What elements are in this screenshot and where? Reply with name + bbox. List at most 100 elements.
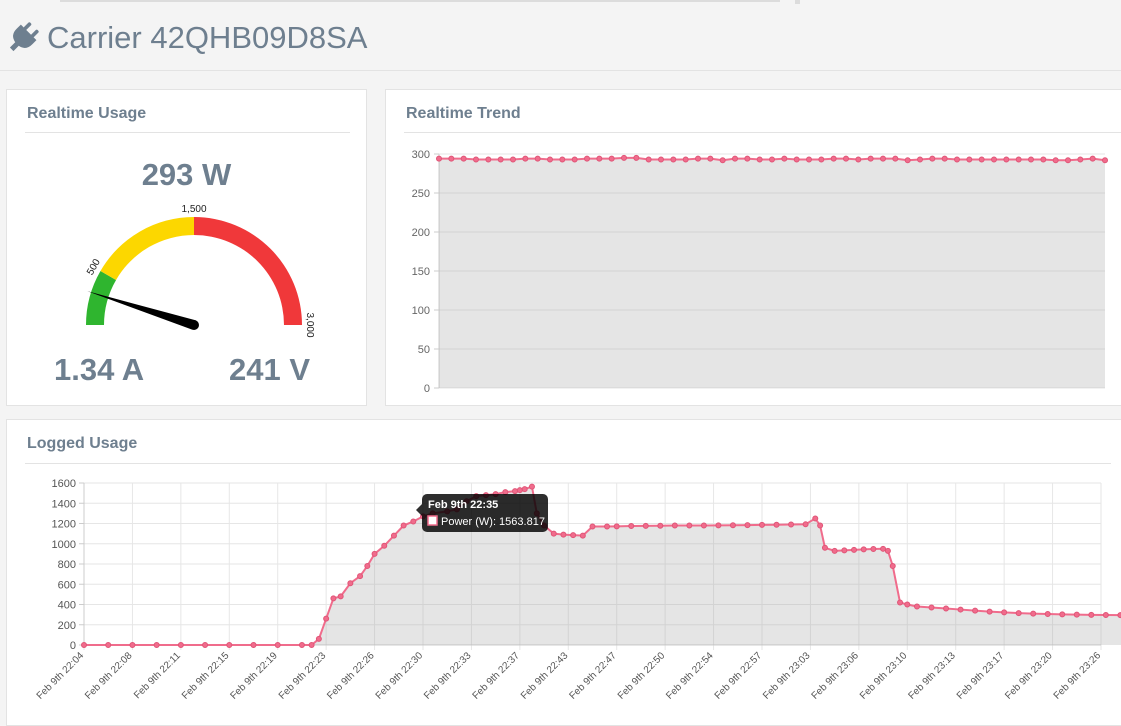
y-tick-label: 250: [412, 188, 430, 200]
data-point: [522, 155, 529, 162]
x-tick-label: Feb 9th 23:06: [810, 650, 862, 702]
data-point: [671, 522, 678, 529]
data-point: [226, 642, 233, 648]
x-tick-label: Feb 9th 22:04: [35, 650, 87, 702]
data-point: [966, 156, 973, 163]
data-point: [773, 521, 780, 528]
data-point: [831, 547, 838, 554]
data-point: [880, 155, 886, 162]
data-point: [315, 635, 322, 642]
y-tick-label: 300: [412, 149, 430, 161]
data-point: [855, 156, 862, 163]
tooltip-title: Feb 9th 22:35: [428, 499, 498, 511]
y-tick-label: 1400: [52, 498, 76, 510]
data-point: [802, 521, 809, 528]
data-point: [818, 156, 825, 163]
data-point: [400, 522, 407, 529]
x-tick-label: Feb 9th 23:13: [906, 650, 958, 702]
x-tick-label: Feb 9th 22:08: [83, 650, 135, 702]
data-point: [880, 545, 887, 552]
panel-divider: [25, 463, 1111, 464]
data-point: [904, 157, 911, 164]
y-tick-label: 800: [58, 559, 76, 571]
x-tick-label: Feb 9th 23:26: [1052, 650, 1104, 702]
data-point: [1117, 612, 1121, 619]
y-tick-label: 200: [412, 227, 430, 239]
data-point: [308, 642, 315, 648]
y-tick-label: 50: [418, 344, 430, 356]
tooltip-label: Power (W): 1563.817: [441, 516, 545, 528]
data-point: [1030, 610, 1037, 617]
x-tick-label: Feb 9th 22:57: [713, 650, 765, 702]
x-tick-label: Feb 9th 22:47: [567, 650, 619, 702]
gauge-zone-0: [86, 271, 117, 325]
voltage-reading: 241 V: [229, 352, 311, 387]
series-line: [84, 485, 1121, 646]
data-point: [769, 156, 775, 163]
current-reading: 1.34 A: [54, 352, 145, 387]
data-point: [460, 155, 467, 162]
data-point: [729, 522, 736, 529]
tooltip-box: [422, 494, 548, 532]
realtime-trend-panel: Realtime Trend 300 250 200 150 100 50 0: [385, 89, 1121, 406]
data-point: [781, 155, 788, 162]
data-point: [604, 523, 611, 530]
y-tick-label: 1600: [52, 478, 76, 490]
data-point: [843, 155, 849, 162]
data-point: [897, 599, 904, 606]
data-point: [986, 608, 993, 615]
x-tick-label: Feb 9th 23:20: [1003, 650, 1055, 702]
browser-top-strip: [0, 0, 1121, 4]
data-point: [682, 156, 689, 163]
x-tick-label: Feb 9th 22:37: [471, 650, 523, 702]
data-point: [954, 156, 960, 163]
data-point: [756, 156, 763, 163]
x-tick-label: Feb 9th 22:11: [132, 650, 183, 701]
data-point: [943, 605, 950, 612]
data-point: [337, 593, 344, 600]
data-point: [793, 156, 800, 163]
data-point: [521, 486, 528, 493]
data-point: [330, 595, 337, 602]
y-tick-label: 1200: [52, 519, 76, 531]
realtime-trend-chart: 300 250 200 150 100 50 0: [412, 149, 1108, 395]
data-point: [788, 521, 795, 528]
data-point: [904, 601, 911, 608]
data-point: [1003, 156, 1010, 163]
data-point: [534, 155, 541, 162]
data-point: [1073, 611, 1080, 618]
data-point: [913, 603, 920, 610]
x-tick-label: Feb 9th 22:30: [374, 650, 426, 702]
x-tick-label: Feb 9th 22:26: [325, 650, 377, 702]
data-point: [1001, 609, 1008, 616]
data-point: [596, 155, 603, 162]
data-point: [851, 546, 858, 553]
data-point: [1044, 611, 1051, 618]
y-tick-label: 0: [424, 383, 430, 395]
y-tick-label: 200: [58, 620, 76, 632]
y-tick-label: 0: [70, 640, 76, 652]
data-point: [972, 607, 979, 614]
data-point: [830, 155, 837, 162]
data-point: [658, 156, 664, 163]
data-point: [485, 156, 492, 163]
data-point: [889, 563, 896, 570]
tooltip-caret: [416, 504, 422, 516]
chart-tooltip: Feb 9th 22:35 Power (W): 1563.817: [416, 494, 548, 532]
data-point: [686, 522, 693, 529]
data-point: [978, 156, 985, 163]
data-point: [560, 531, 567, 538]
data-point: [1015, 156, 1022, 163]
x-tick-label: Feb 9th 22:50: [616, 650, 668, 702]
realtime-trend-title: Realtime Trend: [406, 105, 521, 122]
data-point: [812, 515, 819, 522]
data-point: [817, 522, 824, 529]
data-point: [323, 615, 330, 622]
data-point: [410, 518, 417, 525]
y-tick-label: 600: [58, 579, 76, 591]
data-point: [1040, 156, 1047, 163]
data-point: [870, 546, 877, 553]
x-tick-label: Feb 9th 22:15: [180, 650, 232, 702]
data-point: [512, 488, 519, 495]
